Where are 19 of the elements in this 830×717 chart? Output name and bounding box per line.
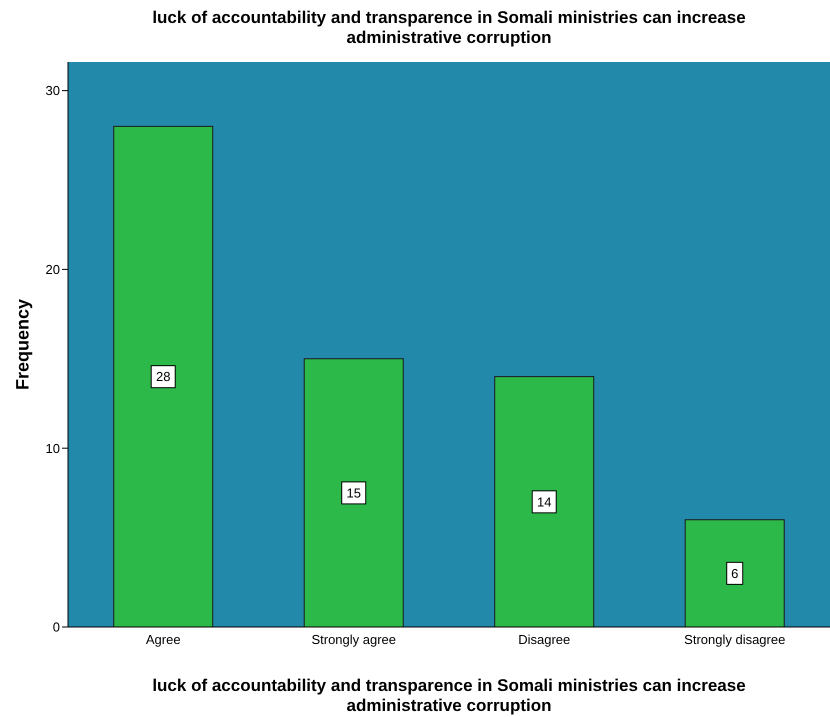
chart-title: luck of accountability and transparence in Somali ministries can increase administrative corruption xyxy=(151,8,747,48)
data-label: 6 xyxy=(731,566,738,581)
y-tick-label: 20 xyxy=(46,262,60,278)
y-tick-label: 10 xyxy=(46,440,60,456)
x-tick-label: Strongly agree xyxy=(311,632,396,648)
data-label: 28 xyxy=(156,369,170,384)
bar xyxy=(494,376,594,627)
x-tick-label: Disagree xyxy=(518,632,570,648)
bar xyxy=(304,358,404,627)
bar xyxy=(113,126,214,627)
y-tick-label: 0 xyxy=(52,620,60,635)
data-label: 15 xyxy=(346,485,361,500)
x-axis-title: luck of accountability and transparence in Somali ministries can increase administrative corruption xyxy=(151,676,747,716)
x-tick-label: Strongly disagree xyxy=(684,632,786,648)
data-label: 14 xyxy=(536,494,552,510)
y-tick-label: 30 xyxy=(46,83,60,98)
x-tick-label: Agree xyxy=(146,632,181,648)
y-axis-title: Frequency xyxy=(12,298,32,390)
bar xyxy=(684,519,785,627)
